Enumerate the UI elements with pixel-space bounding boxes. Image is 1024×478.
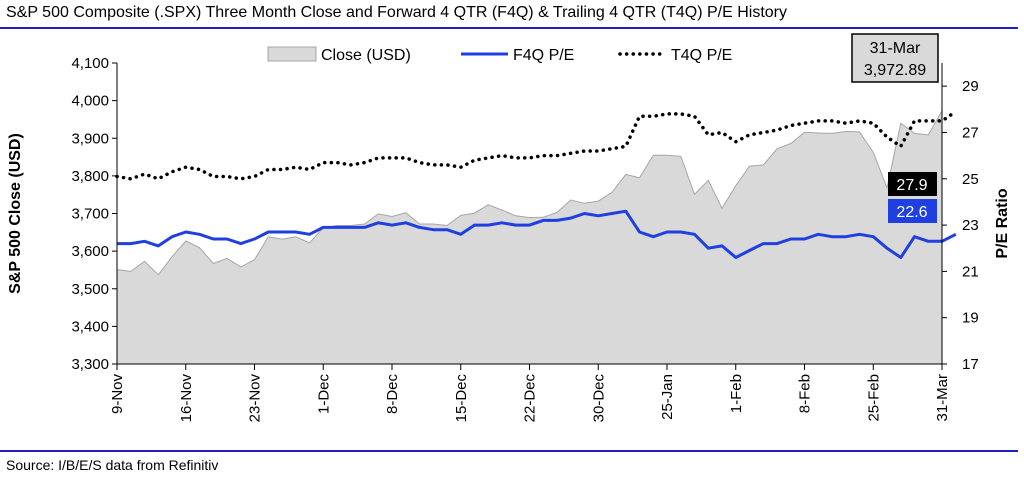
chart-title: S&P 500 Composite (.SPX) Three Month Clo… — [6, 4, 787, 21]
x-tick-label: 16-Nov — [178, 374, 195, 423]
t4q-end-label-bg — [888, 172, 937, 196]
plot-area — [115, 108, 958, 365]
legend-t4q-label: T4Q P/E — [671, 47, 732, 64]
x-tick-label: 15-Dec — [453, 374, 470, 423]
y-tick-label: 3,700 — [71, 206, 109, 223]
y2-tick-label: 27 — [962, 124, 979, 141]
x-tick-label: 22-Dec — [522, 374, 539, 423]
y2-axis-title: P/E Ratio — [994, 188, 1011, 258]
annotations: 31-Mar 3,972.89 27.9 22.6 — [851, 33, 939, 223]
legend-f4q-label: F4Q P/E — [513, 47, 574, 64]
f4q-pe-line — [117, 209, 957, 259]
y-tick-label: 3,300 — [71, 356, 109, 373]
y2-tick-label: 19 — [962, 310, 979, 327]
x-tick-label: 25-Jan — [659, 374, 676, 420]
y-axis-title: S&P 500 Close (USD) — [7, 133, 24, 294]
pe-history-chart: Close (USD) F4Q P/E T4Q P/E 3,300 3,400 3,50… — [7, 33, 1011, 422]
y2-tick-label: 17 — [962, 356, 979, 373]
last-close-date: 31-Mar — [870, 40, 921, 57]
legend: Close (USD) F4Q P/E T4Q P/E — [267, 46, 732, 64]
y-tick-label: 4,100 — [71, 55, 109, 72]
x-tick-label: 8-Feb — [797, 374, 814, 413]
t4q-end-label: 27.9 — [896, 177, 927, 194]
x-tick-label: 1-Dec — [315, 374, 332, 415]
bottom-rule — [0, 450, 1018, 452]
x-tick-label: 31-Mar — [934, 374, 951, 422]
y-tick-label: 4,000 — [71, 93, 109, 110]
source-note: Source: I/B/E/S data from Refinitiv — [6, 457, 219, 473]
last-close-box — [851, 33, 939, 83]
legend-close-label: Close (USD) — [321, 47, 411, 64]
close-area — [116, 108, 943, 365]
y-tick-label: 3,600 — [71, 243, 109, 260]
x-tick-label: 8-Dec — [384, 374, 401, 415]
t4q-pe-line — [115, 109, 958, 181]
legend-close-swatch — [267, 46, 317, 62]
last-close-value: 3,972.89 — [864, 62, 926, 79]
x-tick-label: 25-Feb — [865, 374, 882, 422]
y2-tick-label: 25 — [962, 171, 979, 188]
x-tick-label: 1-Feb — [728, 374, 745, 413]
f4q-end-label-bg — [888, 199, 937, 223]
y-tick-label: 3,800 — [71, 168, 109, 185]
x-tick-label: 30-Dec — [590, 374, 607, 423]
axes: 3,300 3,400 3,500 3,600 3,700 3,800 3,900 4,000… — [7, 55, 1011, 422]
f4q-end-label: 22.6 — [896, 204, 927, 221]
x-tick-label: 23-Nov — [247, 374, 264, 423]
top-rule — [0, 27, 1018, 29]
y2-tick-label: 23 — [962, 217, 979, 234]
y-tick-label: 3,500 — [71, 281, 109, 298]
y-tick-label: 3,400 — [71, 318, 109, 335]
y2-tick-label: 29 — [962, 78, 979, 95]
y-tick-label: 3,900 — [71, 130, 109, 147]
x-tick-label: 9-Nov — [109, 374, 126, 415]
y2-tick-label: 21 — [962, 263, 979, 280]
